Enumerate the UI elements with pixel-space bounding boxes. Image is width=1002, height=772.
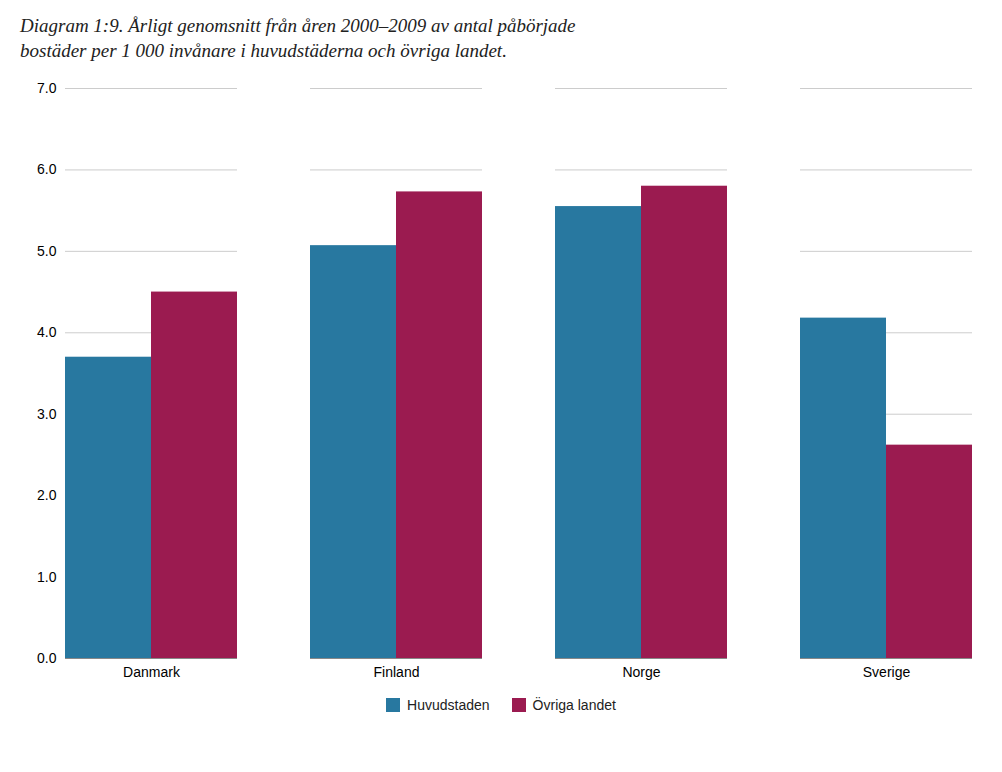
svg-text:3.0: 3.0 bbox=[37, 406, 57, 422]
svg-text:Finland: Finland bbox=[374, 665, 420, 681]
svg-text:5.0: 5.0 bbox=[37, 243, 57, 259]
html-text:Huvudstaden: Huvudstaden bbox=[407, 697, 490, 714]
svg-text:6.0: 6.0 bbox=[37, 162, 57, 178]
svg-text:0.0: 0.0 bbox=[37, 650, 57, 666]
svg-text:4.0: 4.0 bbox=[37, 325, 57, 341]
svg-text:7.0: 7.0 bbox=[37, 80, 57, 96]
svg-text:Danmark: Danmark bbox=[123, 665, 181, 681]
svg-text:1.0: 1.0 bbox=[37, 569, 57, 585]
svg-text:2.0: 2.0 bbox=[37, 487, 57, 503]
svg-text:Sverige: Sverige bbox=[863, 665, 911, 681]
svg-text:Norge: Norge bbox=[622, 665, 660, 681]
html-text:Övriga landet: Övriga landet bbox=[532, 697, 616, 714]
html-text:Diagram 1:9. Årligt genomsnitt: Diagram 1:9. Årligt genomsnitt från åren… bbox=[20, 15, 576, 61]
